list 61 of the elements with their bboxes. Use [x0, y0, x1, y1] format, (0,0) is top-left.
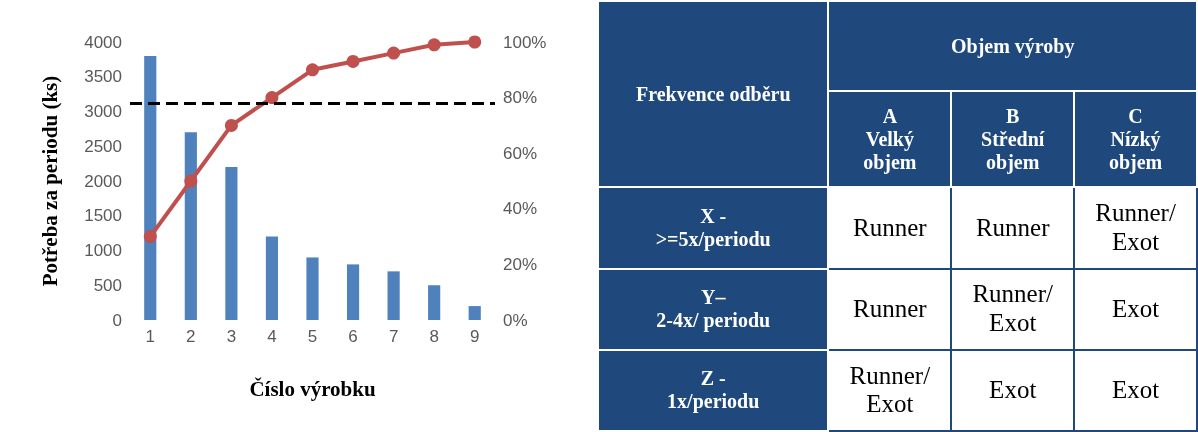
- category-label: Z - 1x/periodu: [667, 367, 760, 413]
- bar: [387, 271, 400, 320]
- bar: [428, 285, 441, 320]
- bar: [468, 306, 481, 320]
- category-label: C Nízký objem: [1074, 91, 1197, 188]
- text: Runner/ Exot: [972, 280, 1053, 337]
- x-tick-label: 2: [186, 327, 196, 346]
- x-tick-label: 4: [267, 327, 277, 346]
- y-tick-label: 2500: [84, 136, 122, 156]
- y-tick-label: 500: [93, 275, 122, 295]
- x-tick-label: 7: [388, 327, 399, 346]
- x-tick-label: 9: [469, 327, 480, 346]
- y2-tick-label: 60%: [503, 143, 538, 163]
- bar: [346, 264, 360, 320]
- text: Runner: [853, 213, 927, 241]
- x-axis-title: Číslo výrobku: [249, 376, 376, 401]
- point: [346, 54, 360, 68]
- bar: [144, 55, 157, 320]
- y-tick-label: 2000: [84, 171, 122, 191]
- y-tick-label: 3000: [84, 102, 122, 121]
- x-tick-label: 8: [429, 327, 439, 346]
- bar: [225, 167, 238, 320]
- bar: [265, 236, 279, 320]
- point: [306, 63, 319, 77]
- text: Exot: [989, 376, 1037, 404]
- x-tick-label: 5: [307, 327, 318, 346]
- text: Runner: [975, 213, 1050, 241]
- y-tick-label: 1000: [84, 241, 122, 260]
- text: Exot: [1111, 376, 1160, 404]
- category-label: X - >=5x/periodu: [655, 204, 771, 250]
- text: Objem výroby: [828, 1, 1197, 91]
- y2-tick-label: 80%: [503, 88, 538, 108]
- text: Runner: [853, 294, 927, 322]
- point: [427, 38, 441, 52]
- text: Runner/ Exot: [1095, 199, 1176, 255]
- category-label: A Velký objem: [828, 91, 952, 188]
- bar: [306, 257, 319, 320]
- x-tick-label: 3: [226, 327, 237, 346]
- y2-tick-label: 0%: [503, 310, 528, 330]
- y-tick-label: 1500: [84, 206, 122, 226]
- point: [265, 91, 279, 105]
- point: [468, 35, 482, 49]
- category-label: B Střední objem: [951, 91, 1075, 188]
- point: [224, 118, 238, 132]
- y-axis-title: Potřeba za periodu (ks): [37, 75, 62, 287]
- text: Runner/ Exot: [849, 361, 931, 418]
- y-tick-label: 3500: [84, 67, 122, 87]
- x-tick-label: 6: [348, 327, 358, 346]
- point: [184, 174, 198, 188]
- y-tick-label: 0: [112, 310, 122, 330]
- category-label: Y– 2-4x/ periodu: [656, 286, 771, 332]
- y2-tick-label: 20%: [503, 254, 538, 274]
- y-tick-label: 4000: [84, 32, 122, 52]
- point: [387, 46, 401, 60]
- x-tick-label: 1: [145, 327, 156, 346]
- text: Frekvence odběru: [598, 1, 829, 188]
- point: [143, 230, 157, 244]
- text: Exot: [1111, 294, 1160, 322]
- y2-tick-label: 40%: [503, 199, 538, 219]
- y2-tick-label: 100%: [503, 32, 547, 52]
- bar: [184, 132, 197, 320]
